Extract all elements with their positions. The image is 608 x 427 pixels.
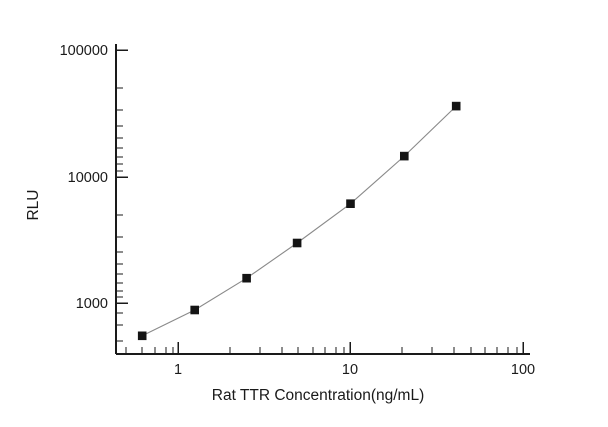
y-tick-label-10000: 10000 [68,170,108,186]
data-point [190,305,199,315]
data-point [137,331,147,341]
data-point [399,151,409,161]
data-point [292,238,302,248]
y-axis-major-ticks [116,49,128,304]
x-tick-label-10: 10 [342,362,358,378]
y-axis-title: RLU [25,189,42,220]
y-axis-minor-ticks [116,87,123,342]
x-tick-label-100: 100 [511,362,535,378]
data-series-markers [137,101,461,341]
data-series-line [141,105,457,337]
x-axis-minor-ticks [125,347,518,354]
x-axis-title: Rat TTR Concentration(ng/mL) [212,387,425,404]
x-tick-label-1: 1 [174,362,182,378]
y-tick-label-100000: 100000 [60,43,108,59]
data-point [242,273,251,283]
data-point [451,101,461,111]
data-point [346,199,355,208]
x-axis-major-ticks [177,342,524,354]
y-tick-label-1000: 1000 [76,296,108,312]
